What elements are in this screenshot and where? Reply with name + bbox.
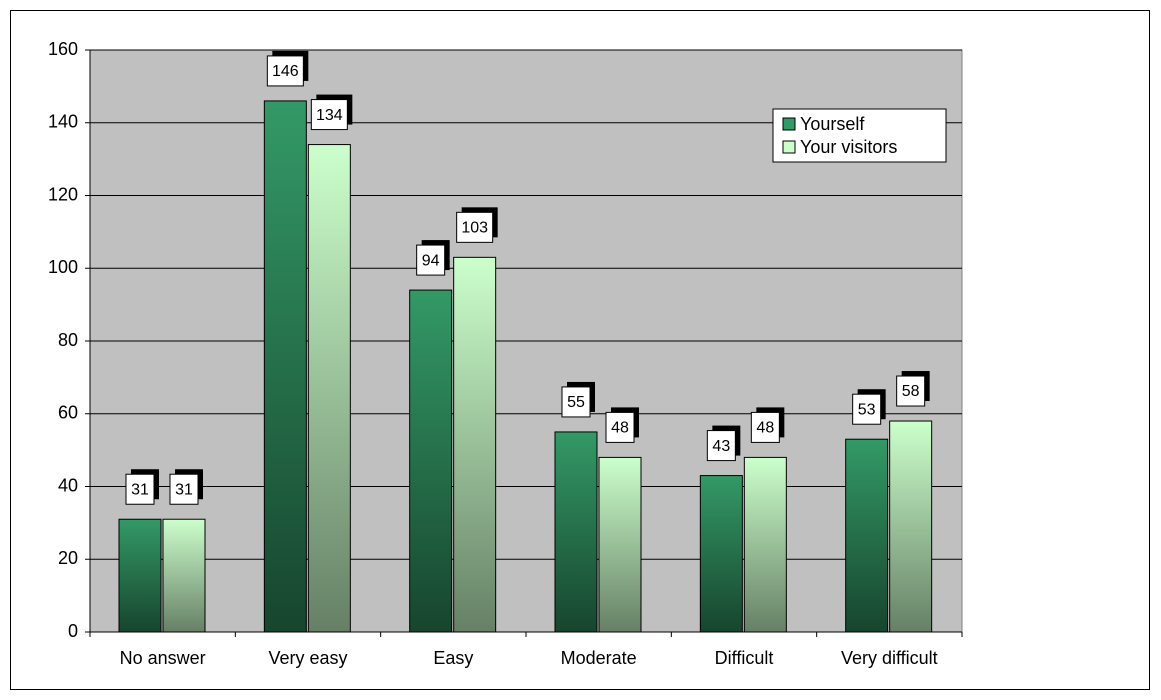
label-box — [416, 244, 446, 276]
label-box — [605, 411, 635, 443]
x-tick-label: No answer — [120, 648, 206, 668]
bar — [699, 475, 743, 633]
bar — [743, 456, 787, 633]
label-box — [310, 99, 348, 131]
bar — [118, 518, 162, 633]
bar — [845, 438, 889, 633]
y-tick-label: 20 — [58, 548, 78, 568]
bar — [598, 456, 642, 633]
bar — [263, 100, 307, 633]
data-label: 43 — [712, 438, 730, 455]
legend-swatch — [782, 140, 796, 154]
data-label: 48 — [756, 420, 774, 437]
data-label: 31 — [175, 481, 193, 498]
legend-label: Your visitors — [800, 137, 897, 157]
legend — [772, 108, 947, 163]
label-box — [456, 211, 494, 243]
legend-swatch — [782, 117, 796, 131]
data-label: 103 — [461, 220, 488, 237]
label-box — [750, 411, 780, 443]
label-box — [266, 55, 304, 87]
bar — [889, 420, 933, 633]
label-box — [125, 473, 155, 505]
y-tick-label: 0 — [68, 621, 78, 641]
bar — [409, 289, 453, 633]
x-tick-label: Very easy — [268, 648, 347, 668]
label-box — [706, 430, 736, 462]
bar — [453, 256, 497, 633]
data-label: 58 — [902, 383, 920, 400]
bar — [307, 144, 351, 633]
data-label: 146 — [272, 63, 299, 80]
label-box — [896, 375, 926, 407]
x-tick-label: Easy — [433, 648, 473, 668]
label-box — [561, 386, 591, 418]
x-tick-label: Very difficult — [841, 648, 938, 668]
y-tick-label: 120 — [48, 184, 78, 204]
data-label: 134 — [316, 107, 343, 124]
y-tick-label: 60 — [58, 403, 78, 423]
data-label: 94 — [422, 252, 440, 269]
data-label: 53 — [858, 401, 876, 418]
y-tick-label: 160 — [48, 39, 78, 59]
bar — [554, 431, 598, 633]
legend-label: Yourself — [800, 114, 865, 134]
data-label: 55 — [567, 394, 585, 411]
data-label: 48 — [611, 420, 629, 437]
y-tick-label: 100 — [48, 257, 78, 277]
x-tick-label: Difficult — [715, 648, 774, 668]
label-box — [852, 393, 882, 425]
label-box — [169, 473, 199, 505]
x-tick-label: Moderate — [561, 648, 637, 668]
y-tick-label: 80 — [58, 330, 78, 350]
y-tick-label: 140 — [48, 112, 78, 132]
bar — [162, 518, 206, 633]
data-label: 31 — [131, 481, 149, 498]
y-tick-label: 40 — [58, 475, 78, 495]
